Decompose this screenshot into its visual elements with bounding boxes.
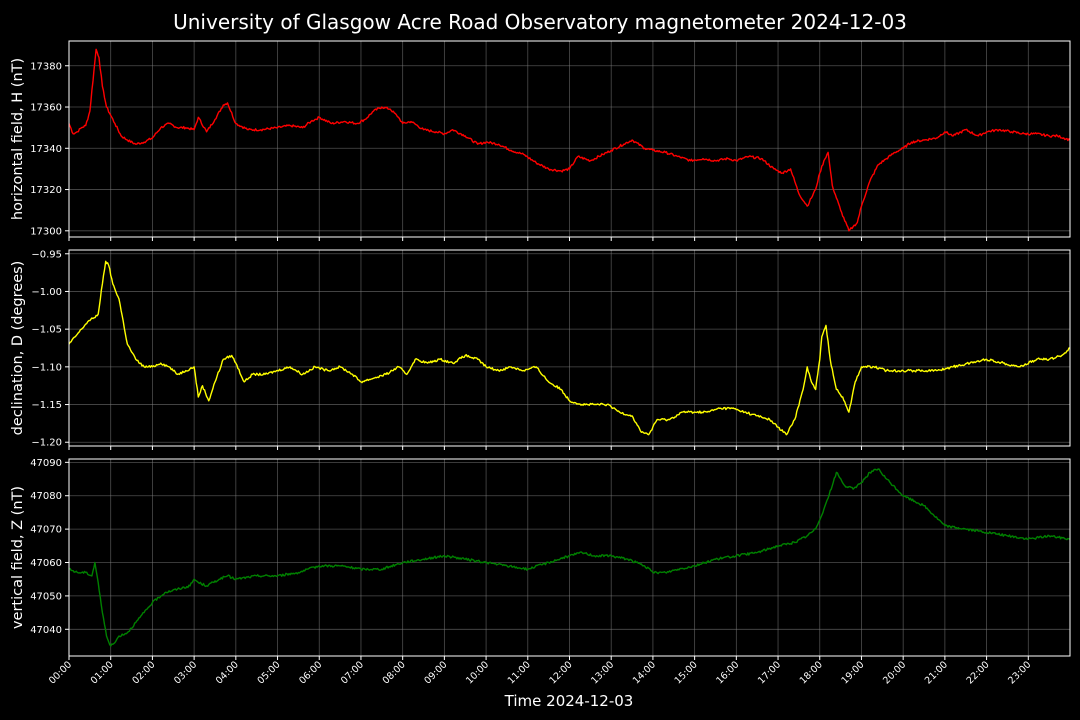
h-field-frame (68, 40, 1071, 238)
z-field-ytick-label: 47070 (30, 525, 62, 536)
x-axis-label: Time 2024-12-03 (504, 692, 634, 710)
declination-series-line (69, 260, 1070, 436)
z-field-series-line (69, 468, 1070, 647)
z-field-ytick-label: 47040 (30, 625, 62, 636)
z-field-frame (68, 458, 1071, 657)
declination-ytick-label: −1.00 (31, 287, 62, 298)
h-field-ylabel: horizontal field, H (nT) (10, 58, 26, 220)
declination-ytick-label: −1.20 (31, 438, 62, 449)
z-field-ytick-label: 47090 (30, 458, 62, 469)
declination-ytick-label: −1.15 (31, 400, 62, 411)
declination-ylabel: declination, D (degrees) (10, 261, 26, 436)
h-field-ytick-label: 17360 (30, 103, 62, 114)
figure-title: University of Glasgow Acre Road Observat… (173, 10, 907, 34)
declination-ytick-label: −0.95 (31, 249, 62, 260)
h-field-ytick-label: 17380 (30, 61, 62, 72)
h-field-series-line (69, 48, 1070, 232)
h-field-ytick-label: 17320 (30, 185, 62, 196)
z-field-ylabel: vertical field, Z (nT) (10, 486, 26, 629)
h-field-ytick-label: 17340 (30, 144, 62, 155)
declination-ytick-label: −1.05 (31, 325, 62, 336)
declination-panel: −1.20 −1.15 −1.10 −1.05 −1.00 −0.95 declinatio… (10, 249, 1071, 450)
z-field-ytick-label: 47050 (30, 591, 62, 602)
declination-frame (68, 249, 1071, 447)
declination-ytick-label: −1.10 (31, 362, 62, 373)
z-field-ytick-label: 47060 (30, 558, 62, 569)
z-field-ytick-label: 47080 (30, 491, 62, 502)
h-field-panel: 17300 17320 17340 17360 17380 horizontal fiel… (10, 40, 1071, 241)
h-field-ytick-label: 17300 (30, 226, 62, 237)
